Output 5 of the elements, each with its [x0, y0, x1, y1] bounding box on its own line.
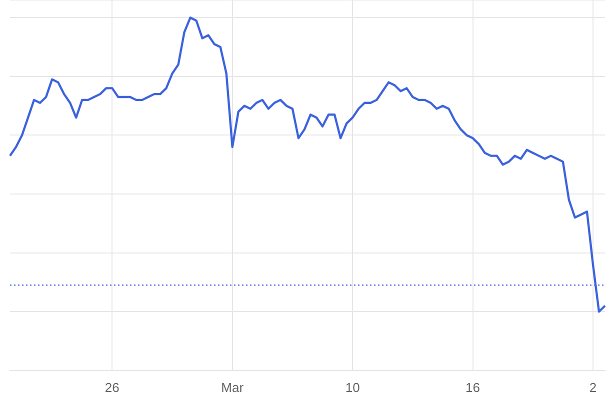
x-tick-label: 16: [466, 380, 480, 395]
x-tick-label: 26: [104, 380, 120, 395]
x-tick-label: 2: [589, 380, 597, 395]
x-tick-label: 10: [345, 380, 360, 395]
x-tick-label: Mar: [221, 380, 244, 395]
